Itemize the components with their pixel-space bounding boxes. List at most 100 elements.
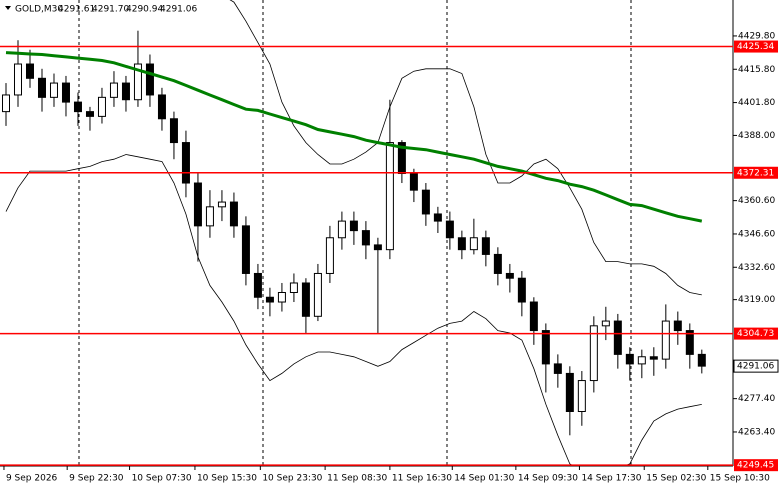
candle-body — [277, 291, 286, 303]
moving-average — [5, 51, 703, 223]
x-tick-label: 10 Sep 07:30 — [132, 474, 192, 484]
candle-body — [433, 213, 442, 222]
level-label: 4425.34 — [737, 42, 774, 52]
x-tick-label: 15 Sep 02:30 — [646, 474, 706, 484]
candle-body — [577, 380, 586, 412]
candle-body — [217, 201, 226, 208]
level-label: 4249.45 — [737, 461, 774, 471]
last-price-box — [733, 359, 779, 373]
candle-body — [229, 201, 238, 227]
candle-body — [673, 320, 682, 332]
x-tick-label: 10 Sep 23:30 — [262, 474, 322, 484]
y-tick-label: 4346.60 — [738, 229, 775, 239]
candle-body — [697, 353, 706, 367]
candle-body — [349, 220, 358, 232]
y-tick-label: 4360.60 — [738, 196, 775, 206]
candle-body — [73, 101, 82, 113]
candle-body — [325, 237, 334, 274]
band-lower — [5, 154, 702, 466]
candle-body — [169, 118, 178, 144]
candle-body — [1, 94, 10, 113]
candle-body — [241, 225, 250, 274]
quote: 4290.94 — [126, 5, 163, 15]
level-label: 4304.73 — [737, 329, 774, 339]
candle-body — [181, 142, 190, 184]
x-tick-label: 14 Sep 01:30 — [454, 474, 514, 484]
x-tick-label: 9 Sep 22:30 — [69, 474, 124, 484]
candle-body — [121, 82, 130, 101]
y-tick-label: 4332.60 — [738, 263, 775, 273]
candle-body — [385, 142, 394, 251]
candle-body — [661, 320, 670, 360]
plot-area — [1, 0, 706, 466]
candle-body — [133, 63, 142, 101]
candle-body — [313, 272, 322, 317]
candle-body — [529, 301, 538, 332]
y-tick-label: 4388.00 — [738, 131, 775, 141]
candle-body — [565, 372, 574, 412]
candle-body — [637, 356, 646, 365]
axes: 4429.80 4415.80 4401.80 4388.00 4360.60 4346.… — [3, 31, 775, 484]
y-tick-label: 4319.00 — [738, 295, 775, 305]
candle-body — [613, 320, 622, 355]
candle-body — [553, 363, 562, 374]
level-label-box — [734, 459, 778, 472]
candle-body — [85, 111, 94, 117]
y-tick-label: 4401.80 — [738, 98, 775, 108]
candle-body — [457, 237, 466, 251]
candle-body — [25, 63, 34, 79]
y-tick-label: 4263.40 — [738, 427, 775, 437]
candle-body — [265, 296, 274, 303]
candle-body — [541, 330, 550, 365]
y-tick-label: 4277.40 — [738, 394, 775, 404]
candle-body — [193, 182, 202, 227]
quote: 4291.61 — [58, 5, 95, 15]
band-upper — [229, 0, 702, 296]
symbol: GOLD,M30 — [15, 5, 63, 15]
candle-body — [517, 277, 526, 303]
candle-body — [37, 77, 46, 98]
candle-body — [253, 272, 262, 298]
candle-body — [337, 220, 346, 239]
x-tick-label: 15 Sep 10:30 — [710, 474, 770, 484]
candle-body — [13, 63, 22, 96]
menu-arrow[interactable] — [5, 6, 11, 10]
candle-body — [469, 237, 478, 251]
candle-body — [649, 356, 658, 360]
candle-body — [625, 353, 634, 365]
x-tick-label: 9 Sep 2026 — [6, 474, 58, 484]
quote: 4291.70 — [92, 5, 129, 15]
candle-body — [361, 230, 370, 246]
candle-body — [685, 330, 694, 355]
candle-body — [49, 82, 58, 98]
level-label-box — [734, 166, 778, 179]
candle-body — [445, 220, 454, 239]
candle-body — [409, 173, 418, 191]
level-label-box — [734, 40, 778, 53]
x-tick-label: 11 Sep 08:30 — [327, 474, 387, 484]
level-label: 4372.31 — [737, 168, 774, 178]
candle-body — [109, 82, 118, 98]
level-label-box — [734, 327, 778, 340]
candle-body — [373, 244, 382, 251]
candle-body — [61, 82, 70, 103]
candle-body — [589, 325, 598, 382]
candle-body — [493, 253, 502, 274]
candle-body — [481, 237, 490, 255]
candle-body — [205, 206, 214, 227]
candle-body — [301, 282, 310, 317]
candle-body — [157, 94, 166, 120]
x-tick-label: 14 Sep 17:30 — [581, 474, 641, 484]
candle-body — [145, 63, 154, 96]
x-tick-label: 11 Sep 16:30 — [392, 474, 452, 484]
quote: 4291.06 — [160, 5, 197, 15]
x-tick-label: 10 Sep 15:30 — [197, 474, 257, 484]
y-tick-label: 4415.80 — [738, 65, 775, 75]
candle-body — [289, 282, 298, 293]
candle-body — [421, 189, 430, 215]
x-tick-label: 14 Sep 09:30 — [518, 474, 578, 484]
last-price-label: 4291.06 — [737, 362, 774, 372]
y-tick-label: 4429.80 — [738, 31, 775, 41]
candle-body — [601, 320, 610, 327]
